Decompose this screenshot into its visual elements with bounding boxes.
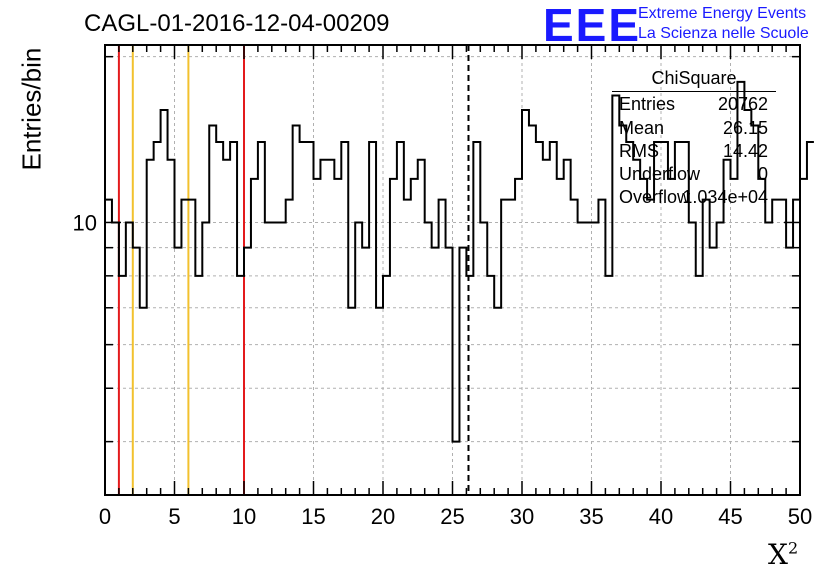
stats-divider xyxy=(612,91,776,92)
y-tick-label: 10 xyxy=(73,210,97,235)
stat-value-mean: 26.15 xyxy=(722,118,768,138)
x-tick-label: 15 xyxy=(301,504,325,529)
x-tick-label: 30 xyxy=(510,504,534,529)
x-tick-label: 0 xyxy=(99,504,111,529)
x-axis-label: X2 xyxy=(768,538,798,571)
x-tick-label: 10 xyxy=(232,504,256,529)
histogram-bars xyxy=(105,80,814,443)
x-tick-label: 35 xyxy=(579,504,603,529)
stat-value-overflow: 1.034e+04 xyxy=(682,187,768,207)
x-tick-label: 20 xyxy=(371,504,395,529)
x-tick-label: 5 xyxy=(168,504,180,529)
logo-line-2: La Scienza nelle Scuole xyxy=(638,25,809,42)
stat-name-overflow: Overflow xyxy=(619,187,691,207)
stat-name-rms: RMS xyxy=(619,141,659,161)
stat-name-underflow: Underflow xyxy=(619,164,701,184)
marker-lines xyxy=(117,45,470,495)
stats-title: ChiSquare xyxy=(651,68,737,88)
stat-name-mean: Mean xyxy=(619,118,665,138)
stat-name-entries: Entries xyxy=(619,94,676,114)
page-title: CAGL-01-2016-12-04-00209 xyxy=(84,10,390,37)
eee-logo: EEE xyxy=(543,0,642,51)
stat-value-underflow: 0 xyxy=(757,164,768,184)
x-tick-label: 25 xyxy=(440,504,464,529)
tick-labels: 0 5 10 15 20 25 30 35 40 45 50 10 xyxy=(73,210,813,529)
x-axis-label-superscript: 2 xyxy=(787,538,799,558)
y-axis-label: Entries/bin xyxy=(16,47,47,171)
stat-value-entries: 20762 xyxy=(717,94,768,114)
x-tick-label: 45 xyxy=(718,504,742,529)
histogram-outline xyxy=(105,80,814,443)
logo-line-1: Extreme Energy Events xyxy=(638,5,807,22)
axis-ticks xyxy=(104,45,801,495)
x-axis-label-text: X xyxy=(768,538,788,571)
x-tick-label: 50 xyxy=(788,504,812,529)
stat-value-rms: 14.42 xyxy=(722,141,768,161)
x-tick-label: 40 xyxy=(649,504,673,529)
